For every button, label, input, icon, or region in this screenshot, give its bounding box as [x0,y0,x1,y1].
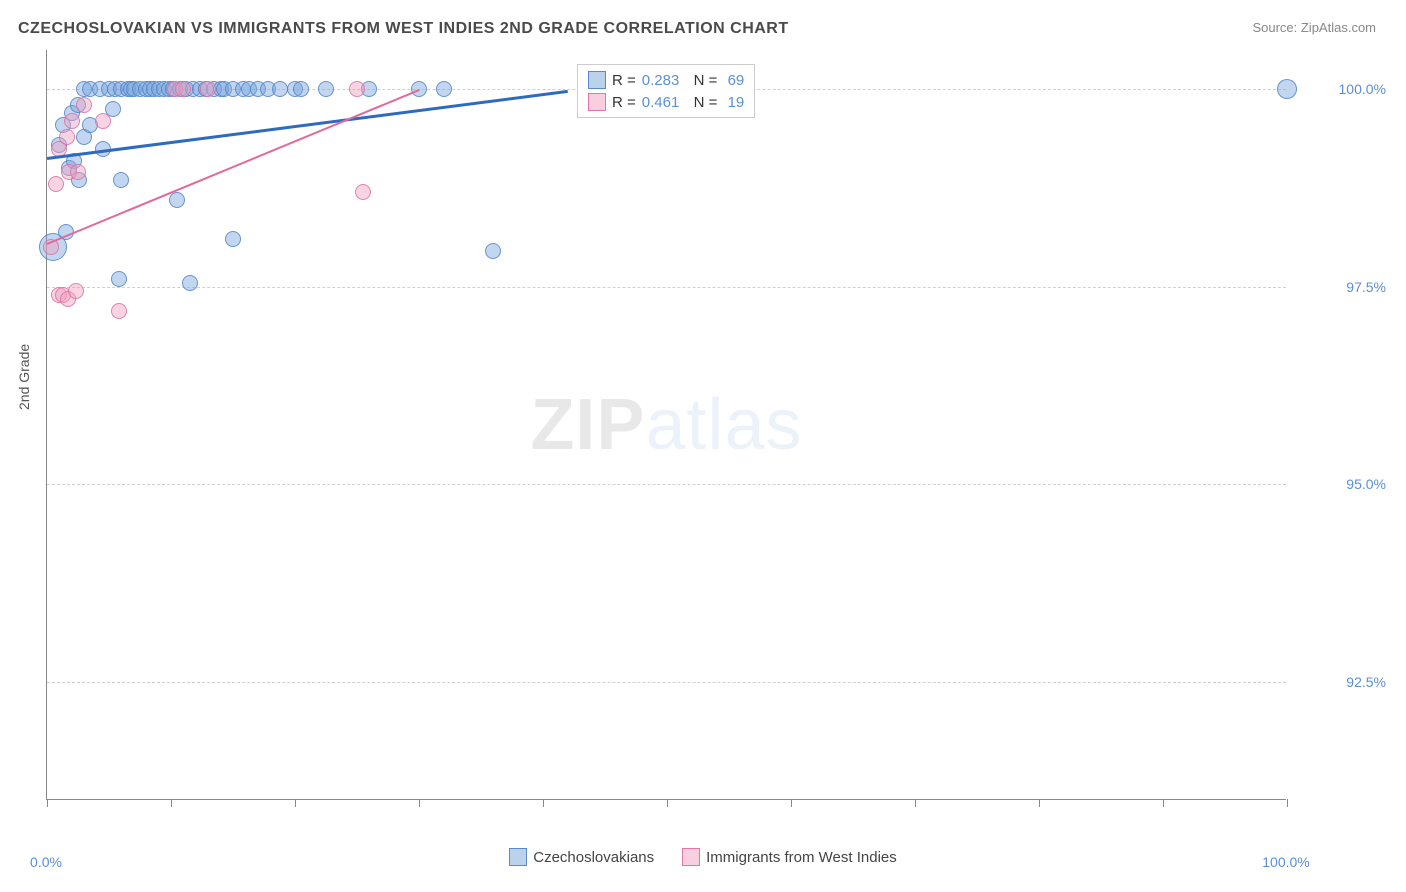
trend-line [47,89,568,159]
legend-swatch [682,848,700,866]
legend-item: Czechoslovakians [509,848,654,866]
stats-row: R = 0.283 N = 69 [588,69,744,91]
data-point [1277,79,1297,99]
x-tick [915,799,916,807]
stat-r-value: 0.283 [642,72,680,89]
data-point [68,283,84,299]
data-point [64,113,80,129]
legend-label: Immigrants from West Indies [706,849,897,866]
data-point [48,176,64,192]
stat-r-label: R = [612,94,636,111]
x-tick [791,799,792,807]
stat-n-value: 69 [723,72,744,89]
data-point [318,81,334,97]
legend-item: Immigrants from West Indies [682,848,897,866]
x-tick-label: 100.0% [1262,854,1309,870]
x-tick [1039,799,1040,807]
data-point [272,81,288,97]
legend-swatch [588,71,606,89]
legend-swatch [509,848,527,866]
data-point [436,81,452,97]
data-point [293,81,309,97]
data-point [175,81,191,97]
stat-r-value: 0.461 [642,94,680,111]
y-tick-label: 97.5% [1296,279,1386,295]
data-point [200,81,216,97]
stat-r-label: R = [612,72,636,89]
data-point [355,184,371,200]
source-label: Source: ZipAtlas.com [1252,20,1376,35]
stats-row: R = 0.461 N = 19 [588,91,744,113]
data-point [182,275,198,291]
bottom-legend: Czechoslovakians Immigrants from West Ind… [0,848,1406,870]
watermark: ZIPatlas [530,384,802,466]
data-point [169,192,185,208]
data-point [111,271,127,287]
data-point [59,129,75,145]
y-tick-label: 100.0% [1296,81,1386,97]
data-point [349,81,365,97]
x-tick-label: 0.0% [30,854,62,870]
data-point [225,231,241,247]
data-point [485,243,501,259]
x-tick [667,799,668,807]
stat-n-value: 19 [723,94,744,111]
data-point [113,172,129,188]
legend-swatch [588,93,606,111]
watermark-zip: ZIP [530,385,645,465]
x-tick [419,799,420,807]
stat-n-label: N = [685,72,717,89]
x-tick [1163,799,1164,807]
gridline [47,682,1286,683]
data-point [76,97,92,113]
stats-legend: R = 0.283 N = 69R = 0.461 N = 19 [577,64,755,118]
plot-area: ZIPatlas 100.0%97.5%95.0%92.5%R = 0.283 … [46,50,1286,800]
data-point [95,113,111,129]
x-tick [543,799,544,807]
y-tick-label: 95.0% [1296,476,1386,492]
legend-label: Czechoslovakians [533,849,654,866]
stat-n-label: N = [685,94,717,111]
watermark-atlas: atlas [645,385,802,465]
gridline [47,287,1286,288]
y-axis-label: 2nd Grade [16,344,32,410]
x-tick [47,799,48,807]
y-tick-label: 92.5% [1296,674,1386,690]
chart-title: CZECHOSLOVAKIAN VS IMMIGRANTS FROM WEST … [18,20,789,38]
x-tick [1287,799,1288,807]
data-point [111,303,127,319]
x-tick [171,799,172,807]
gridline [47,484,1286,485]
data-point [70,164,86,180]
x-tick [295,799,296,807]
